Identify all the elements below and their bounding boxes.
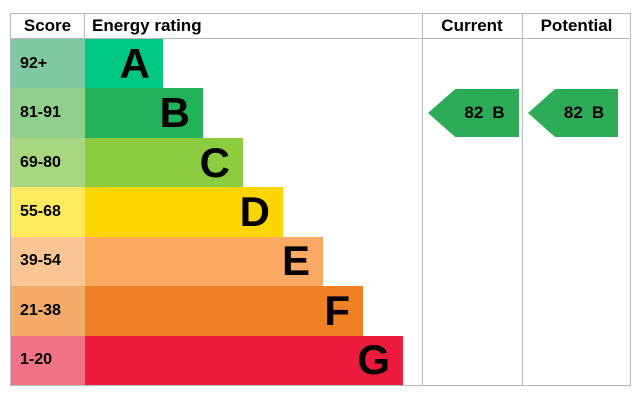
- rating-bar-f: F: [85, 286, 363, 336]
- rating-letter: A: [119, 39, 150, 87]
- epc-band-row-g: 1-20 G: [11, 335, 422, 385]
- rating-bar-g: G: [85, 335, 403, 385]
- rating-bar-b: B: [85, 88, 203, 138]
- rating-letter: C: [199, 138, 230, 186]
- current-column-divider: [422, 14, 423, 385]
- rating-letter: F: [324, 286, 350, 334]
- rating-letter: D: [239, 187, 270, 235]
- potential-rating-arrow: 82 B: [528, 89, 618, 137]
- epc-table: Score Energy rating Current Potential 92…: [10, 13, 631, 386]
- current-rating-grade: B: [492, 103, 505, 122]
- rating-letter: B: [159, 89, 190, 137]
- epc-band-row-a: 92+ A: [11, 39, 422, 89]
- current-rating-arrow: 82 B: [428, 89, 519, 137]
- rating-bar-a: A: [85, 39, 163, 89]
- score-range-label: 81-91: [11, 88, 85, 138]
- score-range-label: 21-38: [11, 286, 85, 336]
- epc-band-row-d: 55-68 D: [11, 187, 422, 237]
- energy-rating-column-header: Energy rating: [92, 16, 202, 35]
- score-range-label: 69-80: [11, 137, 85, 188]
- rating-letter: E: [281, 237, 310, 285]
- score-range-label: 1-20: [11, 335, 85, 385]
- rating-letter: G: [357, 336, 390, 384]
- score-range-label: 39-54: [11, 236, 85, 287]
- epc-band-row-f: 21-38 F: [11, 286, 422, 336]
- rating-bar-c: C: [85, 137, 243, 188]
- current-rating-value: 82: [464, 103, 484, 122]
- rating-bar-e: E: [85, 236, 323, 287]
- epc-band-row-b: 81-91 B: [11, 88, 422, 138]
- rating-bar-d: D: [85, 187, 283, 237]
- potential-rating-grade: B: [591, 103, 605, 122]
- score-range-label: 92+: [11, 39, 85, 89]
- table-header-row: Score Energy rating: [11, 14, 630, 39]
- epc-band-row-e: 39-54 E: [11, 236, 422, 287]
- epc-band-rows: 92+ A 81-91 B 69-80 C 55-68 D 39-54 E 21-38 F 1-20 G: [11, 39, 422, 385]
- epc-band-row-c: 69-80 C: [11, 137, 422, 188]
- potential-column-header: Potential: [540, 16, 613, 35]
- current-column-header: Current: [441, 16, 503, 35]
- score-column-header: Score: [11, 14, 85, 38]
- score-range-label: 55-68: [11, 187, 85, 237]
- potential-rating-value: 82: [563, 103, 583, 122]
- potential-column-divider: [522, 14, 523, 385]
